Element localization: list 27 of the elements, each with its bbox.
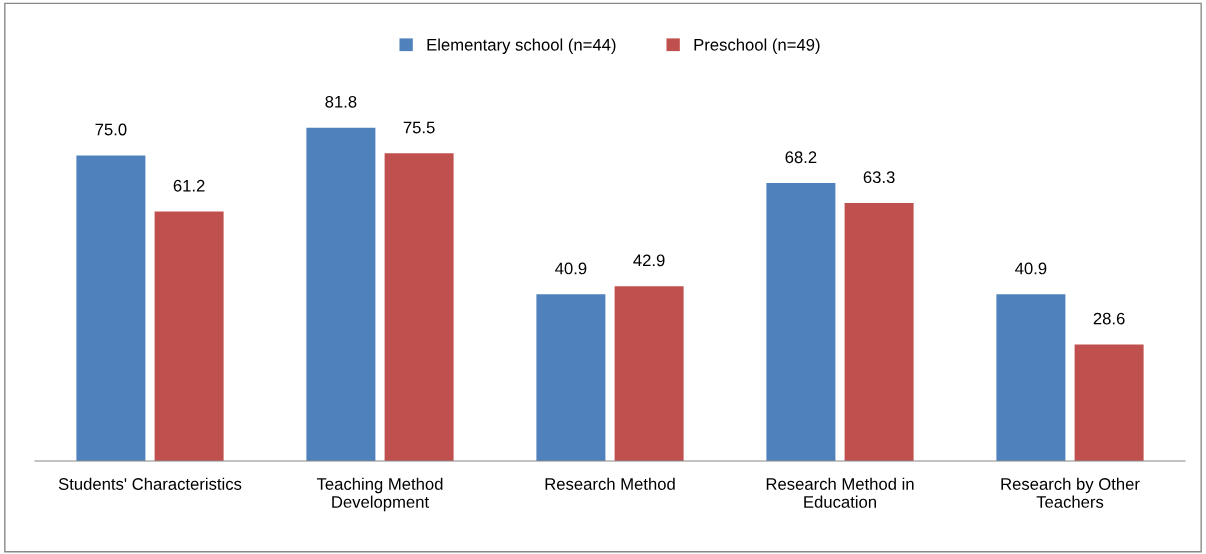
bar — [306, 127, 376, 461]
bar — [996, 294, 1066, 461]
bar — [766, 183, 836, 461]
bar — [614, 286, 684, 461]
bar — [154, 211, 224, 461]
data-label: 28.6 — [1093, 312, 1125, 325]
bar — [536, 294, 606, 461]
x-tick-label: Students' Characteristics — [58, 477, 242, 490]
data-label: 68.2 — [785, 151, 817, 164]
data-label: 75.5 — [403, 121, 435, 134]
data-label: 40.9 — [555, 262, 587, 275]
data-label: 81.8 — [325, 95, 357, 108]
x-tick-label: Research Method in Education — [766, 477, 914, 508]
x-tick-label: Teaching Method Development — [316, 477, 443, 512]
data-label: 61.2 — [173, 179, 205, 192]
x-tick-label: Research Method — [545, 477, 675, 490]
data-label: 75.0 — [95, 123, 127, 136]
bar — [76, 155, 146, 461]
data-label: 40.9 — [1015, 262, 1047, 275]
bar — [844, 203, 914, 461]
bar — [1074, 344, 1144, 461]
bar — [384, 153, 454, 461]
legend-label: Preschool (n=49) — [694, 38, 820, 54]
data-label: 42.9 — [633, 254, 665, 267]
data-label: 63.3 — [863, 171, 895, 184]
legend-label: Elementary school (n=44) — [427, 38, 616, 54]
x-tick-label: Research by Other Teachers — [1001, 477, 1140, 508]
